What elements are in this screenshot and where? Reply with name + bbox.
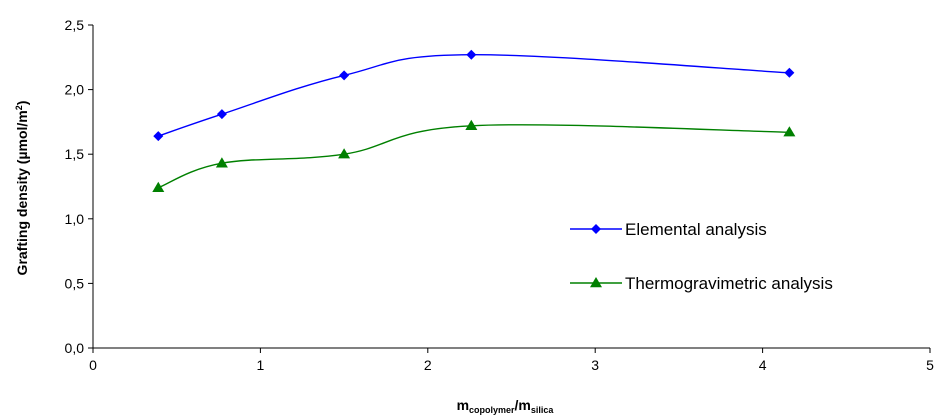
legend-marker-1 <box>590 277 602 288</box>
x-tick-label: 1 <box>257 357 265 373</box>
data-point <box>152 181 165 192</box>
data-point <box>784 67 795 78</box>
legend: Elemental analysis Thermogravimetric anal… <box>570 220 833 293</box>
x-tick-label: 5 <box>926 357 934 373</box>
y-tick-label: 0,5 <box>65 275 85 291</box>
x-tick-label: 4 <box>759 357 767 373</box>
legend-label-1: Thermogravimetric analysis <box>625 274 833 293</box>
data-point <box>783 126 796 137</box>
y-axis-title-sup: 2 <box>14 105 24 110</box>
axes <box>92 25 930 349</box>
data-point <box>339 70 350 81</box>
data-point <box>338 148 351 159</box>
y-axis-title-end: ) <box>14 101 30 106</box>
x-axis-title-sub1: copolymer <box>469 405 515 415</box>
data-point <box>216 109 227 120</box>
x-tick-label: 3 <box>591 357 599 373</box>
y-tick-label: 2,5 <box>65 17 85 33</box>
x-tick-label: 2 <box>424 357 432 373</box>
legend-label-0: Elemental analysis <box>625 220 767 239</box>
x-axis-title-main: m <box>457 397 469 413</box>
series-line-1 <box>158 124 790 189</box>
data-point <box>153 131 164 142</box>
y-tick-label: 1,5 <box>65 146 85 162</box>
x-axis-title-sub2: silica <box>531 405 555 415</box>
x-tick-label: 0 <box>89 357 97 373</box>
x-axis-title: mcopolymer/msilica <box>457 397 555 415</box>
series-layer <box>152 49 796 192</box>
x-axis-title-sep: /m <box>515 397 531 413</box>
y-tick-label: 2,0 <box>65 82 85 98</box>
legend-marker-0 <box>591 224 601 234</box>
y-tick-label: 1,0 <box>65 211 85 227</box>
y-axis-title-main: Grafting density (µmol/m <box>14 110 30 275</box>
data-point <box>465 119 478 130</box>
y-tick-label: 0,0 <box>65 340 85 356</box>
y-axis-title: Grafting density (µmol/m2) <box>14 101 30 276</box>
data-point <box>215 157 228 168</box>
series-line-0 <box>158 54 790 137</box>
data-point <box>466 49 477 60</box>
ticks: 0 1 2 3 4 5 0,0 0,5 1,0 1,5 2,0 2,5 <box>65 17 935 373</box>
